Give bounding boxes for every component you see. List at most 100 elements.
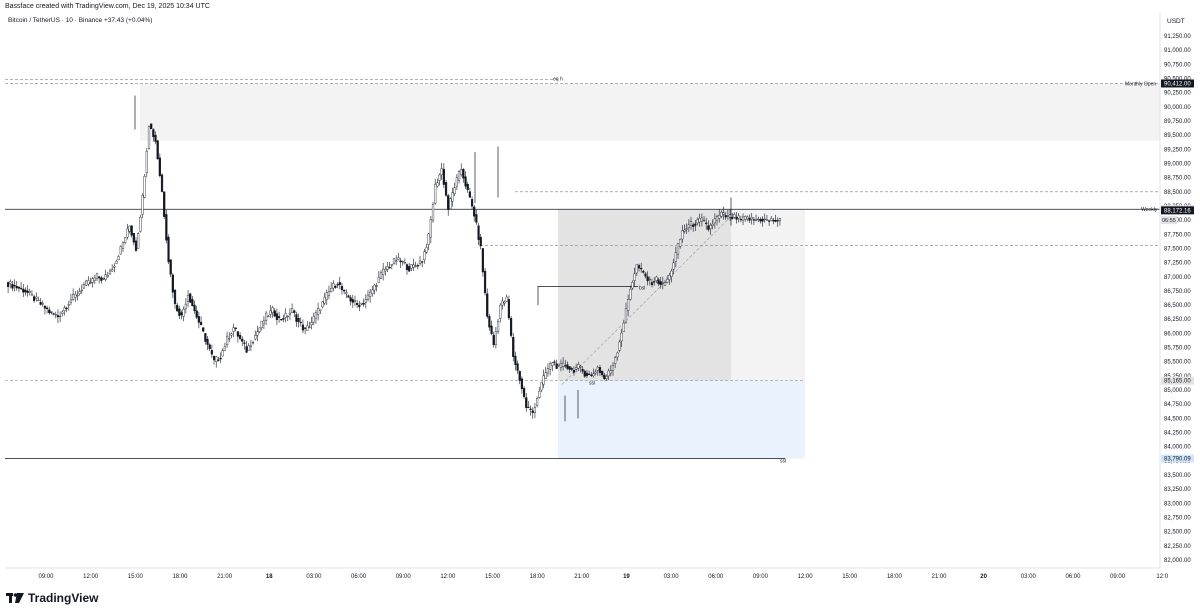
candle-body	[711, 223, 714, 226]
zones-layer	[140, 83, 1160, 459]
candle-body	[284, 313, 287, 318]
candle-body	[414, 265, 417, 267]
candle-body	[683, 229, 686, 232]
candle-body	[735, 217, 738, 220]
x-tick-label: 09:00	[1110, 574, 1126, 580]
candle-body	[720, 212, 723, 217]
candle-body	[462, 168, 465, 179]
candle-body	[6, 282, 10, 287]
candle-body	[59, 315, 62, 318]
candle-body	[490, 325, 493, 334]
candle-body	[754, 219, 758, 221]
x-tick-label: 09:00	[753, 574, 769, 580]
candle-body	[657, 279, 660, 285]
candle-body	[173, 289, 177, 304]
candle-body	[193, 304, 196, 312]
candle-body	[483, 270, 487, 294]
candle-body	[423, 251, 426, 260]
candle-body	[674, 252, 677, 262]
y-tick-label: 87,000.00	[1164, 275, 1191, 281]
candle-body	[327, 290, 331, 296]
candle-body	[117, 256, 120, 260]
candle-body	[397, 257, 400, 260]
x-tick-label: 15:00	[842, 574, 858, 580]
candle-body	[416, 265, 419, 267]
candle-body	[726, 215, 729, 217]
candle-body	[614, 357, 617, 364]
candle-body	[659, 281, 662, 285]
candle-body	[356, 302, 359, 305]
candle-body	[564, 365, 567, 367]
candle-body	[340, 285, 344, 291]
y-tick-label: 89,250.00	[1164, 147, 1191, 153]
symbol-legend: Bitcoin / TetherUS · 10 · Binance +37.43…	[8, 17, 152, 24]
candle-body	[707, 225, 710, 230]
candle-body	[293, 310, 296, 313]
bsl-line	[537, 286, 638, 306]
y-tick-label: 82,500.00	[1164, 530, 1191, 536]
candle-body	[436, 182, 439, 187]
candle-body	[223, 346, 226, 351]
candle-body	[273, 310, 276, 317]
symbol-change: +37.43 (+0.04%)	[104, 17, 153, 24]
candle-body	[681, 230, 684, 240]
candle-body	[759, 219, 762, 222]
tradingview-footer[interactable]: TradingView	[6, 590, 98, 606]
y-tick-label: 86,750.00	[1164, 289, 1191, 295]
candle-body	[694, 223, 697, 226]
candle-body	[438, 174, 441, 181]
candle-body	[750, 217, 753, 220]
candle-body	[410, 264, 413, 269]
candle-body	[618, 341, 621, 351]
candle-body	[737, 215, 740, 219]
candle-body	[225, 335, 229, 345]
candle-body	[713, 218, 716, 224]
candle-body	[761, 218, 764, 222]
candle-body	[108, 270, 112, 275]
candle-body	[50, 311, 53, 313]
candle-body	[366, 294, 370, 300]
candle-body	[98, 276, 101, 279]
candle-body	[718, 215, 721, 219]
candle-body	[607, 370, 610, 377]
candle-body	[551, 362, 554, 366]
candle-body	[540, 382, 543, 391]
candle-body	[583, 370, 586, 377]
candle-body	[232, 327, 235, 332]
candle-body	[238, 335, 242, 339]
candle-body	[19, 287, 23, 290]
y-tick-label: 91,000.00	[1164, 48, 1191, 54]
y-tick-label: 91,250.00	[1164, 34, 1191, 40]
candle-body	[113, 265, 116, 268]
candle-body	[269, 310, 272, 315]
candle-body	[308, 326, 311, 328]
candle-body	[405, 264, 409, 270]
candle-body	[95, 273, 99, 279]
x-tick-label: 12:0	[1156, 574, 1168, 580]
candle-body	[369, 291, 372, 297]
candle-body	[30, 294, 34, 296]
candle-body	[568, 366, 571, 370]
candle-body	[722, 212, 725, 215]
candle-body	[299, 321, 302, 324]
candle-body	[620, 332, 623, 342]
candle-body	[538, 390, 541, 398]
price-label-text: 90,412.00	[1164, 81, 1191, 87]
candle-body	[533, 407, 537, 413]
candle-body	[178, 308, 181, 316]
candle-body	[418, 260, 422, 264]
candle-body	[304, 327, 307, 329]
candle-body	[13, 285, 16, 287]
candle-body	[553, 361, 556, 363]
candle-body	[408, 266, 411, 272]
candle-body	[592, 373, 595, 377]
candle-body	[646, 276, 649, 282]
y-tick-label: 85,000.00	[1164, 388, 1191, 394]
y-tick-label: 85,500.00	[1164, 360, 1191, 366]
candle-body	[516, 363, 519, 371]
level-label: Weekly	[1141, 207, 1158, 213]
axis-unit-label: USDT	[1167, 18, 1185, 25]
candle-body	[473, 206, 476, 217]
y-tick-label: 89,000.00	[1164, 161, 1191, 167]
